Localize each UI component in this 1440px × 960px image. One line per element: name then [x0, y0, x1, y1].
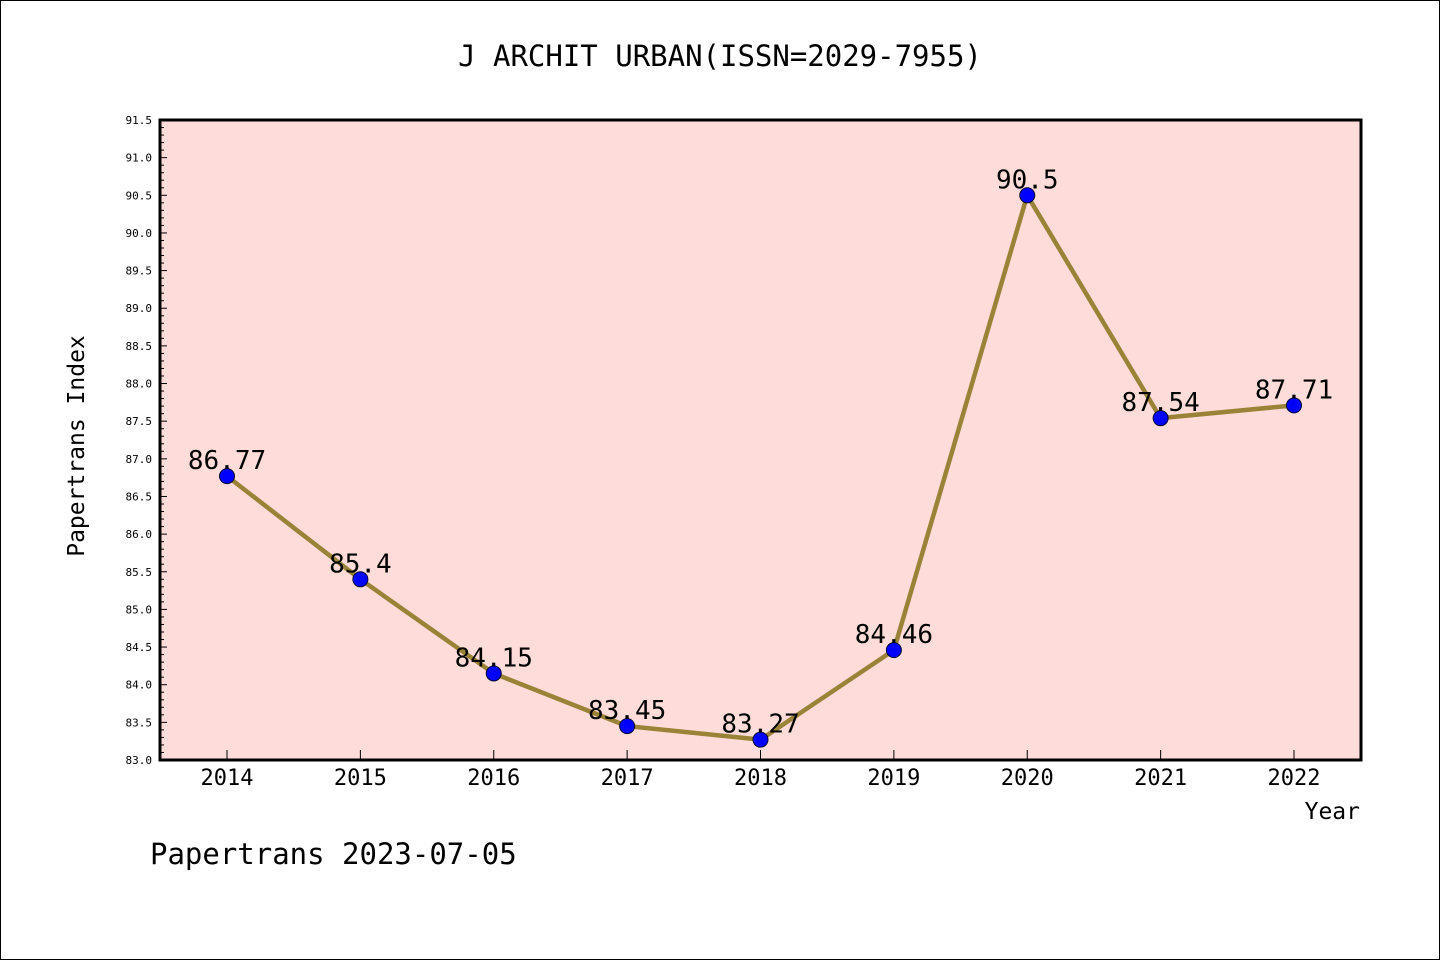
plot-border: [158, 118, 1363, 762]
y-axis-label: Papertrans Index: [64, 335, 90, 557]
data-point: [1152, 410, 1169, 427]
y-tick-label: 89.0: [126, 302, 153, 315]
y-tick-label: 89.5: [126, 265, 153, 278]
data-point: [885, 642, 902, 659]
y-tick-label: 91.5: [126, 114, 153, 127]
y-tick-label: 90.5: [126, 189, 153, 202]
data-label: 87.54: [1121, 388, 1199, 418]
y-tick-label: 83.5: [126, 716, 153, 729]
data-labels: 86.77 85.4 84.15 83.45 83.27 84.46 90.5 87.54 87…: [188, 165, 1333, 739]
y-tick-label: 86.0: [126, 528, 153, 541]
data-label: 87.71: [1255, 375, 1333, 405]
footer-text: Papertrans 2023-07-05: [150, 837, 517, 871]
y-tick-label: 84.0: [126, 679, 153, 692]
x-tick-label: 2022: [1268, 766, 1321, 791]
y-tick-label: 84.5: [126, 641, 153, 654]
x-tick-label: 2018: [734, 766, 787, 791]
data-point: [619, 718, 636, 735]
y-tick-label: 83.0: [126, 754, 153, 767]
data-label: 83.27: [721, 710, 799, 740]
x-axis-ticks: 2014 2015 2016 2017 2018 2019 2020 2021 2022: [201, 750, 1321, 791]
x-tick-label: 2014: [201, 766, 254, 791]
x-tick-label: 2021: [1134, 766, 1187, 791]
y-tick-label: 88.0: [126, 378, 153, 391]
plot-area: [160, 120, 1361, 760]
y-tick-label: 85.5: [126, 566, 153, 579]
x-tick-label: 2020: [1001, 766, 1054, 791]
data-label: 90.5: [996, 165, 1059, 195]
data-point: [752, 731, 769, 748]
data-points: [219, 187, 1302, 748]
y-tick-label: 85.0: [126, 603, 153, 616]
y-tick-label: 90.0: [126, 227, 153, 240]
data-point: [219, 468, 235, 485]
x-tick-label: 2017: [601, 766, 654, 791]
y-tick-label: 87.5: [126, 415, 153, 428]
data-point: [1286, 397, 1302, 414]
data-label: 84.46: [855, 620, 933, 650]
data-point: [1019, 187, 1036, 204]
y-tick-label: 87.0: [126, 453, 153, 466]
data-label: 83.45: [588, 696, 666, 726]
data-point: [352, 571, 369, 588]
y-tick-label: 91.0: [126, 152, 153, 165]
x-tick-label: 2019: [867, 766, 920, 791]
data-label: 84.15: [455, 643, 533, 673]
chart-title: J ARCHIT URBAN(ISSN=2029-7955): [458, 39, 982, 73]
data-label: 85.4: [329, 549, 392, 579]
x-tick-label: 2015: [334, 766, 387, 791]
data-point: [485, 665, 502, 682]
y-tick-label: 86.5: [126, 490, 153, 503]
y-tick-label: 88.5: [126, 340, 153, 353]
y-axis-ticks: 83.0 83.5 84.0 84.5 85.0 85.5 86.0 86.5 87.0 87.5…: [126, 114, 167, 767]
data-label: 86.77: [188, 446, 266, 476]
x-tick-label: 2016: [467, 766, 520, 791]
x-axis-label: Year: [1305, 799, 1360, 825]
